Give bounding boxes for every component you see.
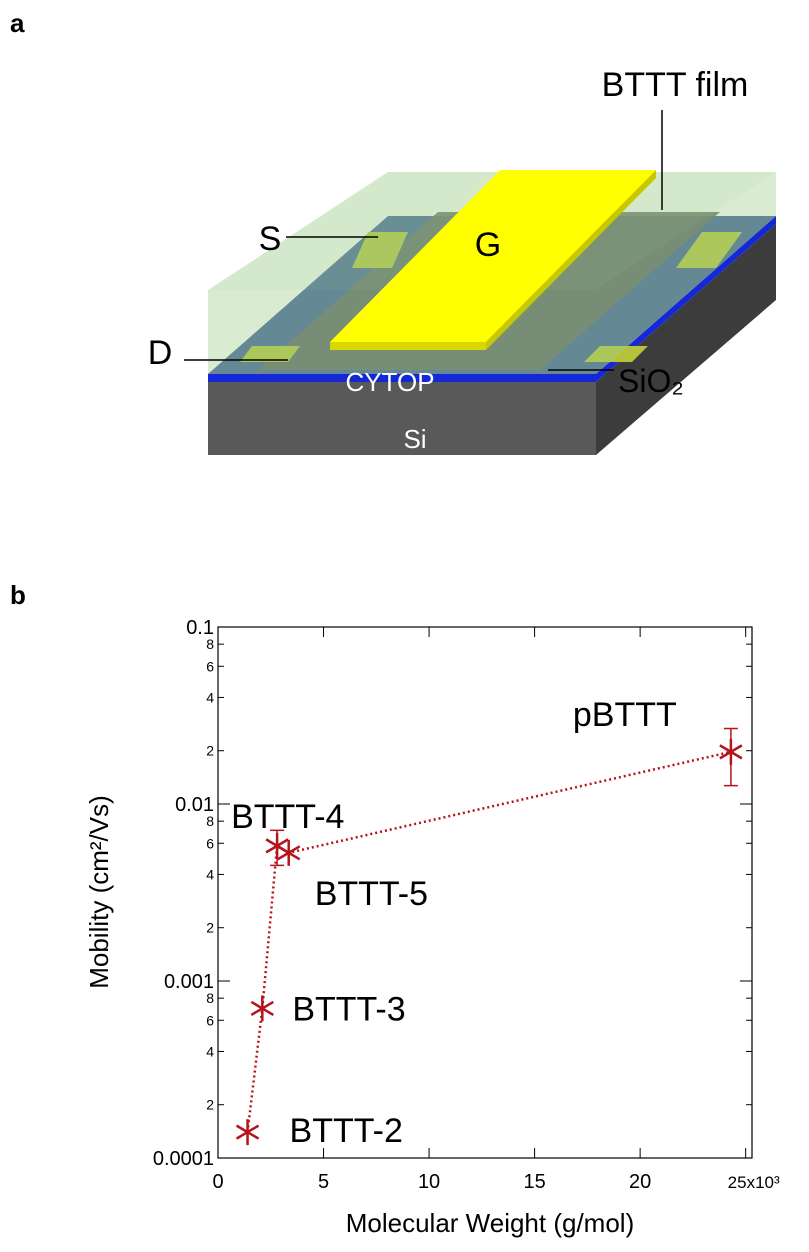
point-label: BTTT-2 [290,1112,403,1150]
marker [235,1119,260,1146]
y-tick-label: 0.01 [175,794,214,816]
y-tick-label: 8 [206,813,214,829]
label: Si [403,424,426,454]
electrode [352,232,408,268]
si-side [596,224,776,455]
label: D [148,334,173,372]
device-diagram: BTTT film S G D CYTOP SiO₂ Si [148,66,776,455]
label: BTTT film [602,66,749,104]
cytop-side [596,172,776,374]
marker [719,738,743,765]
y-tick-label: 6 [206,835,214,851]
y-tick-label: 4 [206,1043,214,1059]
marker [277,839,301,866]
x-tick-label: 0 [212,1171,223,1193]
electrode [240,346,300,362]
point-label: BTTT-4 [231,798,344,836]
y-tick-label: 0.0001 [153,1148,214,1170]
panel-label: a [10,8,25,38]
point-label: BTTT-5 [315,875,428,913]
point-label: pBTTT [573,696,677,734]
marker-stroke [250,1000,274,1016]
y-axis-label: Mobility (cm²/Vs) [84,795,114,989]
label: G [475,226,501,264]
y-tick-label: 2 [206,920,214,936]
y-tick-label: 6 [206,1012,214,1028]
y-tick-label: 8 [206,990,214,1006]
label: S [259,220,282,258]
x-tick-label: 25x10³ [728,1173,780,1192]
plot-frame [217,626,753,1159]
marker-stroke [277,845,301,861]
label: CYTOP [345,367,434,397]
x-tick-label: 20 [629,1171,651,1193]
y-tick-label: 8 [206,636,214,652]
electrode [584,346,648,362]
label: SiO₂ [618,363,684,399]
x-tick-label: 10 [418,1171,440,1193]
marker-stroke [719,744,743,760]
gate-edge [486,170,656,350]
y-tick-label: 2 [206,1097,214,1113]
si-front [208,382,596,455]
marker-stroke [265,838,289,854]
y-tick-label: 0.1 [186,617,214,639]
panel-label: b [10,580,26,610]
y-tick-label: 4 [206,689,214,705]
x-axis-label: Molecular Weight (g/mol) [346,1208,635,1238]
x-tick-label: 5 [318,1171,329,1193]
y-tick-label: 6 [206,658,214,674]
y-tick-label: 4 [206,866,214,882]
gate-edge [330,342,486,350]
point-label: BTTT-3 [292,990,405,1028]
y-tick-label: 2 [206,743,214,759]
marker [250,995,274,1022]
gate [330,170,656,342]
marker-stroke [235,1124,260,1140]
x-tick-label: 15 [523,1171,545,1193]
y-tick-label: 0.001 [164,971,214,993]
electrode [676,232,742,268]
